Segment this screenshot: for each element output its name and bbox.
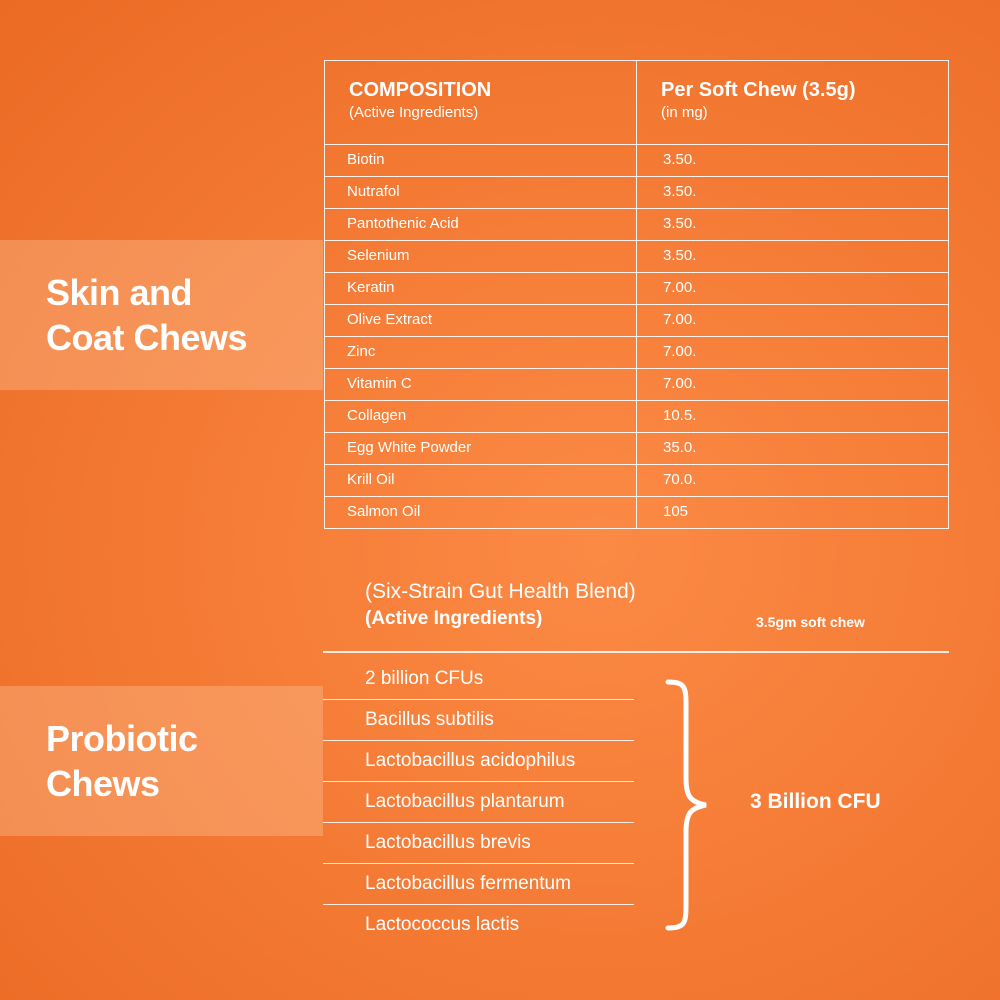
ingredient-value: 7.00. [636, 368, 949, 401]
table-row: Biotin 3.50. [324, 144, 949, 177]
table-row: Selenium 3.50. [324, 240, 949, 273]
chew-size-label: 3.5gm soft chew [756, 614, 865, 630]
table-row: Egg White Powder 35.0. [324, 432, 949, 465]
ingredient-value: 3.50. [636, 240, 949, 273]
ingredient-value: 10.5. [636, 400, 949, 433]
ingredient-value: 7.00. [636, 336, 949, 369]
ingredient-value: 3.50. [636, 176, 949, 209]
list-item: Lactococcus lactis [365, 914, 520, 935]
ingredient-name: Nutrafol [324, 176, 637, 209]
list-item: Lactobacillus plantarum [323, 782, 634, 823]
ingredient-value: 3.50. [636, 208, 949, 241]
probiotic-title: (Six-Strain Gut Health Blend) [365, 580, 636, 603]
table-row: Zinc 7.00. [324, 336, 949, 369]
probiotic-header: (Six-Strain Gut Health Blend) (Active In… [365, 580, 636, 630]
ingredient-value: 3.50. [636, 144, 949, 177]
probiotic-subtitle: (Active Ingredients) [365, 608, 543, 629]
table-row: Salmon Oil 105 [324, 496, 949, 529]
ingredient-name: Biotin [324, 144, 637, 177]
ingredient-value: 7.00. [636, 272, 949, 305]
probiotic-label: Probiotic Chews [46, 718, 198, 804]
table-row: Collagen 10.5. [324, 400, 949, 433]
probiotic-label-box: Probiotic Chews [0, 686, 323, 836]
composition-table: COMPOSITION (Active Ingredients) Per Soft… [324, 60, 949, 529]
ingredient-name: Collagen [324, 400, 637, 433]
list-item: Lactobacillus brevis [323, 823, 634, 864]
list-item: Lactobacillus acidophilus [323, 741, 634, 782]
table-header: COMPOSITION (Active Ingredients) Per Soft… [324, 60, 949, 145]
ingredient-name: Krill Oil [324, 464, 637, 497]
ingredient-name: Olive Extract [324, 304, 637, 337]
table-row: Krill Oil 70.0. [324, 464, 949, 497]
ingredient-name: Zinc [324, 336, 637, 369]
skin-coat-label: Skin and Coat Chews [46, 272, 248, 358]
skin-coat-label-box: Skin and Coat Chews [0, 240, 323, 390]
table-row: Vitamin C 7.00. [324, 368, 949, 401]
list-item: 2 billion CFUs [323, 659, 634, 700]
ingredient-value: 105 [636, 496, 949, 529]
divider [323, 651, 949, 653]
curly-brace-icon [665, 679, 707, 931]
ingredient-name: Salmon Oil [324, 496, 637, 529]
ingredient-value: 35.0. [636, 432, 949, 465]
header-per-chew: Per Soft Chew (3.5g) (in mg) [636, 60, 949, 145]
ingredient-name: Pantothenic Acid [324, 208, 637, 241]
ingredient-name: Selenium [324, 240, 637, 273]
ingredient-value: 7.00. [636, 304, 949, 337]
ingredient-value: 70.0. [636, 464, 949, 497]
list-item: Lactobacillus fermentum [323, 864, 634, 905]
ingredient-name: Keratin [324, 272, 637, 305]
ingredient-name: Egg White Powder [324, 432, 637, 465]
probiotic-list: 2 billion CFUs Bacillus subtilis Lactobaci… [323, 659, 634, 946]
total-cfu: 3 Billion CFU [750, 790, 881, 813]
table-row: Nutrafol 3.50. [324, 176, 949, 209]
list-item: Bacillus subtilis [323, 700, 634, 741]
header-composition: COMPOSITION (Active Ingredients) [324, 60, 637, 145]
ingredient-name: Vitamin C [324, 368, 637, 401]
table-row: Pantothenic Acid 3.50. [324, 208, 949, 241]
table-row: Keratin 7.00. [324, 272, 949, 305]
table-row: Olive Extract 7.00. [324, 304, 949, 337]
